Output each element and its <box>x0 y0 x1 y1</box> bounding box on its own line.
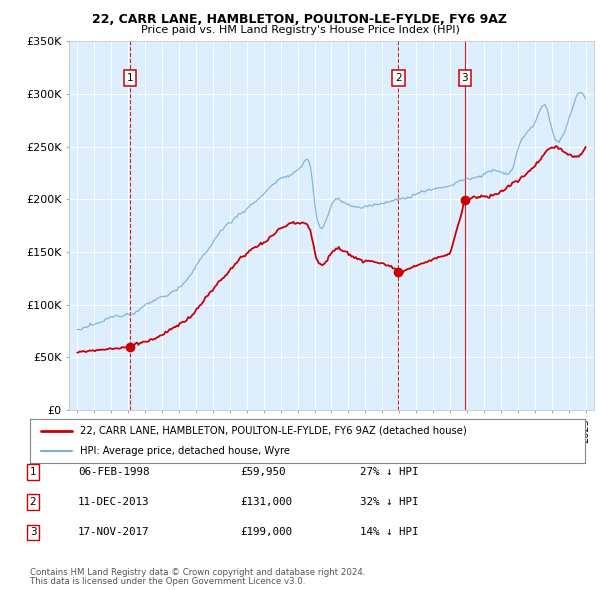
Text: 1: 1 <box>29 467 37 477</box>
Text: 2: 2 <box>29 497 37 507</box>
Text: 06-FEB-1998: 06-FEB-1998 <box>78 467 149 477</box>
Text: 3: 3 <box>29 527 37 537</box>
Text: 27% ↓ HPI: 27% ↓ HPI <box>360 467 419 477</box>
Text: £199,000: £199,000 <box>240 527 292 537</box>
Text: 11-DEC-2013: 11-DEC-2013 <box>78 497 149 507</box>
Text: 17-NOV-2017: 17-NOV-2017 <box>78 527 149 537</box>
Text: 1: 1 <box>127 73 133 83</box>
Text: £131,000: £131,000 <box>240 497 292 507</box>
Text: Contains HM Land Registry data © Crown copyright and database right 2024.: Contains HM Land Registry data © Crown c… <box>30 568 365 577</box>
Text: 2: 2 <box>395 73 402 83</box>
Text: 3: 3 <box>461 73 468 83</box>
Text: 14% ↓ HPI: 14% ↓ HPI <box>360 527 419 537</box>
Text: Price paid vs. HM Land Registry's House Price Index (HPI): Price paid vs. HM Land Registry's House … <box>140 25 460 35</box>
Text: 32% ↓ HPI: 32% ↓ HPI <box>360 497 419 507</box>
Text: This data is licensed under the Open Government Licence v3.0.: This data is licensed under the Open Gov… <box>30 577 305 586</box>
Text: 22, CARR LANE, HAMBLETON, POULTON-LE-FYLDE, FY6 9AZ (detached house): 22, CARR LANE, HAMBLETON, POULTON-LE-FYL… <box>80 426 467 436</box>
Text: HPI: Average price, detached house, Wyre: HPI: Average price, detached house, Wyre <box>80 446 290 456</box>
Text: 22, CARR LANE, HAMBLETON, POULTON-LE-FYLDE, FY6 9AZ: 22, CARR LANE, HAMBLETON, POULTON-LE-FYL… <box>92 13 508 26</box>
Text: £59,950: £59,950 <box>240 467 286 477</box>
